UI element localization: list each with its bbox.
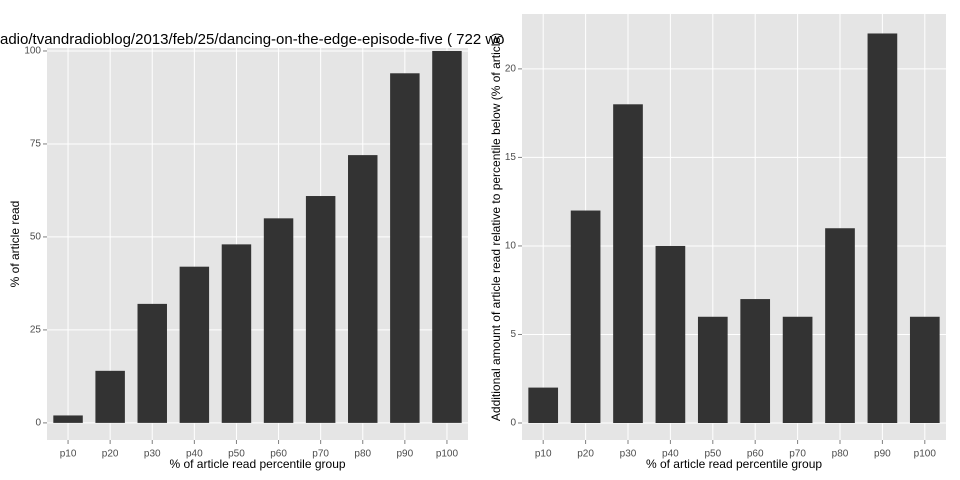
y-tick-label: 5 (510, 329, 516, 340)
bar (782, 316, 813, 424)
x-tick-label: p90 (874, 449, 891, 460)
x-tick-label: p40 (186, 449, 203, 460)
x-tick-label: p70 (789, 449, 806, 460)
x-tick-label: p50 (228, 449, 245, 460)
bar (348, 155, 378, 423)
y-axis-label: % of article read (8, 201, 22, 288)
y-tick-label: 10 (505, 241, 517, 252)
x-tick-label: p10 (535, 449, 552, 460)
y-tick-label: 25 (30, 325, 42, 336)
bar (263, 218, 294, 423)
bar (528, 387, 559, 424)
bar (390, 73, 420, 423)
x-tick-label: p80 (832, 449, 849, 460)
bar (909, 316, 940, 424)
x-tick-label: p60 (747, 449, 764, 460)
bar (867, 33, 898, 424)
bar (305, 196, 336, 423)
bar (179, 266, 210, 423)
bar (95, 370, 125, 423)
x-tick-label: p10 (60, 449, 77, 460)
x-tick-label: p50 (704, 449, 721, 460)
bar (570, 210, 601, 424)
x-tick-label: p30 (144, 449, 161, 460)
y-tick-label: 0 (510, 418, 516, 429)
x-tick-label: p70 (312, 449, 329, 460)
y-tick-label: 100 (24, 46, 41, 57)
bar (432, 50, 462, 423)
y-tick-label: 15 (505, 152, 517, 163)
x-tick-label: p30 (620, 449, 637, 460)
x-axis-label: % of article read percentile group (646, 457, 822, 471)
y-tick-label: 0 (35, 418, 41, 429)
x-tick-label: p90 (397, 449, 414, 460)
x-tick-label: p40 (662, 449, 679, 460)
bar (697, 316, 728, 424)
bar (613, 104, 643, 424)
x-tick-label: p100 (914, 449, 937, 460)
x-tick-label: p60 (270, 449, 287, 460)
y-tick-label: 50 (30, 232, 42, 243)
bar (655, 245, 686, 424)
bar (740, 299, 771, 424)
x-axis-label: % of article read percentile group (169, 457, 345, 471)
bar (825, 228, 855, 424)
x-tick-label: p100 (436, 449, 459, 460)
x-tick-label: p80 (354, 449, 371, 460)
bar (221, 244, 252, 423)
y-tick-label: 20 (505, 64, 517, 75)
chart-title: adio/tvandradioblog/2013/feb/25/dancing-… (0, 31, 505, 48)
x-tick-label: p20 (102, 449, 119, 460)
bar (53, 415, 83, 423)
bar (137, 303, 167, 423)
y-axis-label: Additional amount of article read relati… (489, 33, 503, 421)
x-tick-label: p20 (577, 449, 594, 460)
y-tick-label: 75 (30, 139, 42, 150)
